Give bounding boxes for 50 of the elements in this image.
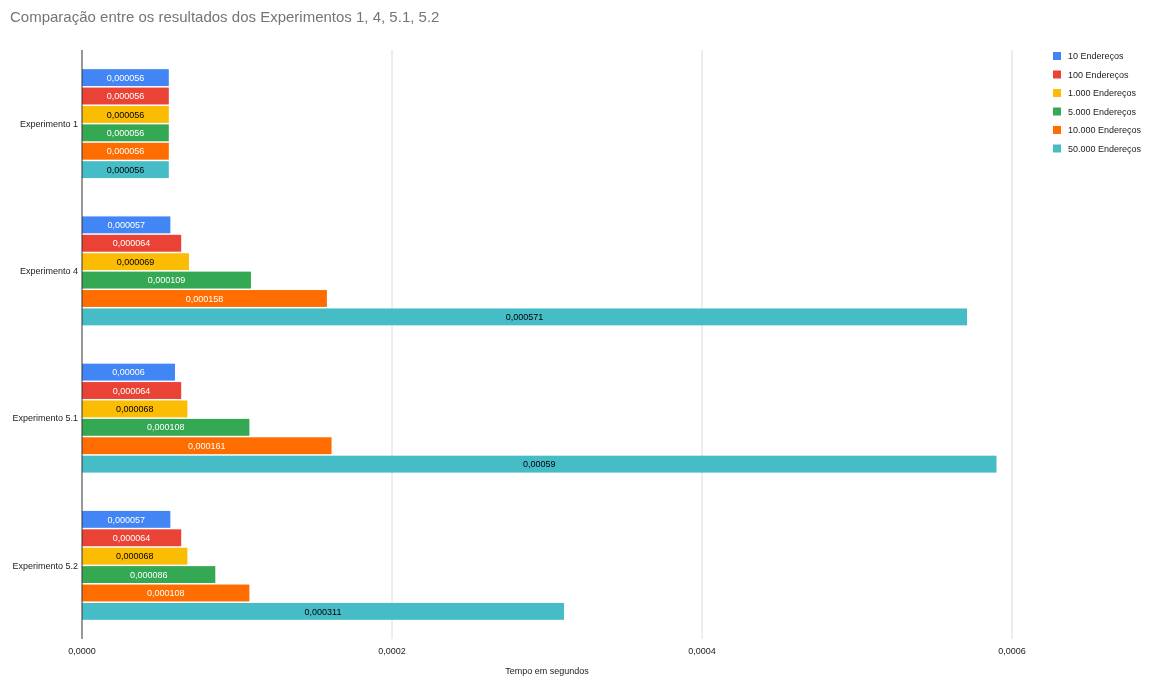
bar (82, 290, 327, 307)
legend-label: 5.000 Endereços (1068, 106, 1137, 117)
data-label: 0,000056 (106, 109, 145, 120)
data-label: 0,000056 (106, 146, 145, 157)
data-label: 0,000108 (146, 422, 185, 433)
x-tick-label: 0,0004 (688, 646, 716, 656)
data-label: 0,000161 (188, 440, 226, 451)
data-label: 0,000068 (115, 551, 154, 562)
bar (82, 437, 332, 455)
data-label: 0,00059 (522, 459, 556, 470)
legend-label: 1.000 Endereços (1068, 88, 1137, 99)
y-tick-label: Experimento 5.2 (12, 560, 78, 571)
data-label: 0,000057 (107, 514, 145, 525)
data-label: 0,00006 (112, 367, 145, 378)
bar (82, 566, 216, 584)
legend-label: 100 Endereços (1068, 69, 1130, 80)
legend-label: 50.000 Endereços (1068, 143, 1142, 154)
bar (82, 602, 565, 620)
chart-title: Comparação entre os resultados dos Experimentos 1, 4, 5.1, 5.2 (10, 8, 440, 25)
bar (82, 455, 997, 473)
bar (82, 271, 251, 289)
y-tick-label: Experimento 4 (19, 266, 78, 277)
data-label: 0,000064 (112, 385, 151, 396)
legend-label: 10.000 Endereços (1068, 125, 1142, 136)
legend-label: 10 Endereços (1068, 51, 1125, 62)
x-tick-label: 0,0006 (998, 646, 1026, 656)
data-label: 0,000056 (106, 127, 145, 138)
bar (82, 418, 250, 436)
data-label: 0,000108 (146, 588, 185, 599)
data-label: 0,000068 (115, 404, 154, 415)
x-axis-title: Tempo em segundos (505, 666, 590, 676)
data-label: 0,000056 (106, 91, 145, 102)
data-label: 0,000086 (129, 569, 168, 580)
y-tick-label: Experimento 5.1 (12, 413, 78, 424)
data-label: 0,000069 (116, 256, 155, 267)
data-label: 0,000109 (147, 275, 186, 286)
data-label: 0,000057 (107, 220, 145, 231)
bar (82, 363, 175, 381)
x-tick-label: 0,0000 (68, 646, 96, 656)
data-label: 0,000311 (304, 606, 342, 617)
bar (82, 253, 189, 271)
x-tick-label: 0,0002 (378, 646, 406, 656)
y-tick-label: Experimento 1 (19, 118, 78, 129)
data-label: 0,000064 (112, 238, 151, 249)
data-label: 0,000571 (505, 312, 544, 323)
data-label: 0,000158 (185, 293, 224, 304)
data-label: 0,000064 (112, 532, 151, 543)
data-label: 0,000056 (106, 72, 145, 83)
data-label: 0,000056 (106, 164, 145, 175)
bar (82, 308, 968, 326)
